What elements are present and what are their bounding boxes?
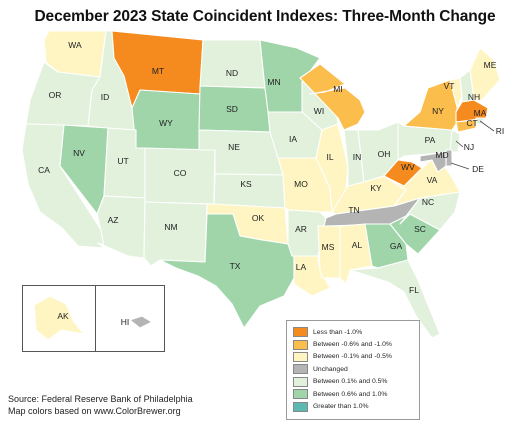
state-label-ms: MS: [322, 242, 335, 252]
state-label-tx: TX: [230, 261, 241, 271]
state-label-nm: NM: [164, 222, 177, 232]
state-label-wi: WI: [314, 106, 324, 116]
legend-item: Between -0.6% and -1.0%: [293, 338, 419, 350]
legend-swatch: [293, 389, 308, 400]
colorbrewer-credit: Map colors based on www.ColorBrewer.org: [8, 406, 181, 416]
callout-line-nj: [455, 140, 464, 148]
state-label-il: IL: [326, 152, 333, 162]
state-label-al: AL: [352, 240, 363, 250]
state-ct[interactable]: [455, 119, 477, 133]
callout-line-de: [450, 162, 470, 170]
state-label-ks: KS: [240, 179, 252, 189]
legend-swatch: [293, 364, 308, 375]
state-label-ok: OK: [252, 213, 265, 223]
state-label-nc: NC: [422, 197, 434, 207]
legend-swatch: [293, 327, 308, 338]
state-label-nj: NJ: [464, 142, 474, 152]
state-label-nh: NH: [468, 92, 480, 102]
state-md[interactable]: [419, 151, 447, 173]
state-label-wy: WY: [159, 118, 173, 128]
legend-label: Unchanged: [313, 365, 348, 373]
state-label-mn: MN: [267, 77, 280, 87]
legend-label: Between -0.1% and -0.5%: [313, 353, 392, 361]
state-label-nv: NV: [73, 148, 85, 158]
state-label-ma: MA: [474, 108, 487, 118]
state-mi[interactable]: [299, 63, 366, 131]
state-label-md: MD: [435, 150, 448, 160]
legend-label: Between 0.6% and 1.0%: [313, 390, 388, 398]
labels-layer: WA OR CA ID NV MT WY UT AZ CO NM ND SD NE KS OK TX MN IA MO…: [38, 40, 504, 327]
map-title: December 2023 State Coincident Indexes: …: [34, 8, 496, 25]
legend-item: Between 0.1% and 0.5%: [293, 376, 419, 388]
state-ms[interactable]: [317, 225, 341, 279]
legend-item: Between -0.1% and -0.5%: [293, 351, 419, 363]
source-line: Source: Federal Reserve Bank of Philadel…: [8, 394, 193, 404]
state-label-or: OR: [49, 90, 62, 100]
state-label-ne: NE: [228, 142, 240, 152]
state-label-id: ID: [101, 92, 110, 102]
legend-item: Greater than 1.0%: [293, 400, 419, 412]
source-note: Source: Federal Reserve Bank of Philadel…: [8, 393, 193, 417]
state-nm[interactable]: [143, 201, 208, 267]
state-nj[interactable]: [449, 129, 461, 153]
state-la[interactable]: [291, 255, 331, 297]
state-label-hi: HI: [121, 317, 130, 327]
state-label-wa: WA: [68, 40, 82, 50]
state-label-va: VA: [427, 175, 438, 185]
state-tx[interactable]: [159, 213, 295, 329]
state-label-ky: KY: [370, 183, 382, 193]
state-label-tn: TN: [348, 205, 359, 215]
callout-line-ri: [479, 120, 495, 132]
legend-label: Greater than 1.0%: [313, 403, 369, 411]
state-label-nd: ND: [226, 68, 238, 78]
state-label-ak: AK: [57, 311, 69, 321]
state-label-in: IN: [353, 152, 362, 162]
state-label-ar: AR: [295, 224, 307, 234]
state-label-mi: MI: [333, 84, 342, 94]
state-fl[interactable]: [349, 259, 441, 339]
legend-item: Unchanged: [293, 363, 419, 375]
state-nd[interactable]: [199, 39, 266, 89]
state-label-ga: GA: [390, 241, 403, 251]
state-label-ct: CT: [466, 118, 477, 128]
alaska-inset-frame: [22, 285, 96, 352]
state-label-mt: MT: [152, 66, 164, 76]
state-label-ri: RI: [496, 126, 505, 136]
legend-label: Between -0.6% and -1.0%: [313, 341, 392, 349]
state-label-pa: PA: [425, 135, 436, 145]
state-label-wv: WV: [401, 162, 415, 172]
state-label-ut: UT: [117, 156, 128, 166]
state-hi[interactable]: [129, 315, 153, 329]
state-label-la: LA: [296, 262, 307, 272]
state-label-sc: SC: [414, 224, 426, 234]
state-label-fl: FL: [409, 285, 419, 295]
state-label-oh: OH: [378, 149, 391, 159]
legend-swatch: [293, 339, 308, 350]
legend-swatch: [293, 351, 308, 362]
state-label-ca: CA: [38, 165, 50, 175]
state-label-ia: IA: [289, 134, 297, 144]
legend-label: Less than -1.0%: [313, 328, 363, 336]
legend-item: Less than -1.0%: [293, 326, 419, 338]
legend-swatch: [293, 401, 308, 412]
hawaii-inset-frame: [95, 285, 165, 352]
state-label-de: DE: [472, 164, 484, 174]
legend-swatch: [293, 376, 308, 387]
state-label-az: AZ: [108, 215, 119, 225]
state-ak[interactable]: [33, 295, 85, 341]
state-label-mo: MO: [294, 179, 308, 189]
legend-label: Between 0.1% and 0.5%: [313, 378, 388, 386]
state-label-me: ME: [484, 60, 497, 70]
legend: Less than -1.0% Between -0.6% and -1.0% Be…: [286, 320, 420, 420]
state-az[interactable]: [96, 195, 146, 259]
state-label-ny: NY: [432, 106, 444, 116]
state-label-co: CO: [174, 168, 187, 178]
states-layer: [21, 30, 501, 341]
state-label-vt: VT: [444, 81, 455, 91]
state-label-sd: SD: [226, 104, 238, 114]
callout-lines: [450, 120, 495, 170]
legend-item: Between 0.6% and 1.0%: [293, 388, 419, 400]
